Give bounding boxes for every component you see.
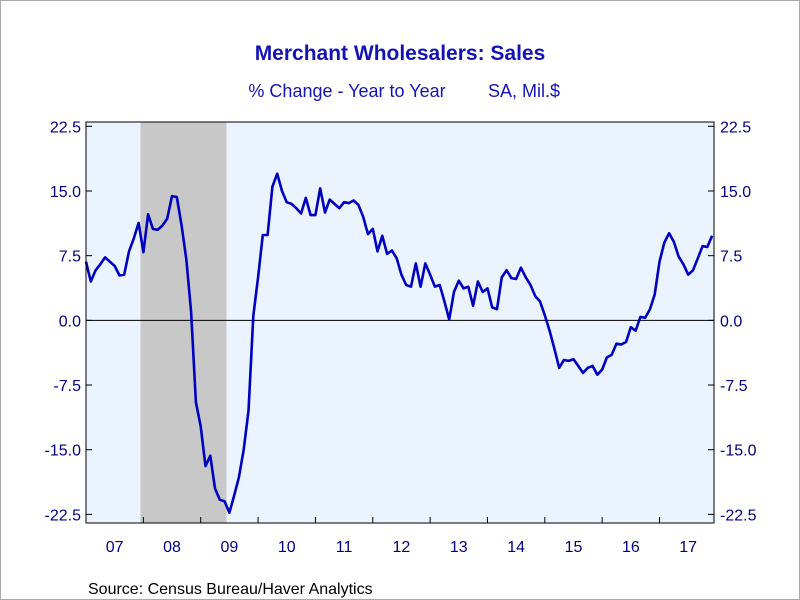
x-tick-label: 08 bbox=[163, 539, 181, 556]
x-tick-label: 17 bbox=[679, 539, 697, 556]
y-tick-label-right: 7.5 bbox=[720, 249, 742, 266]
y-tick-label-right: -22.5 bbox=[720, 507, 757, 524]
source-note: Source: Census Bureau/Haver Analytics bbox=[88, 581, 373, 598]
x-tick-label: 07 bbox=[106, 539, 124, 556]
y-tick-label-left: 22.5 bbox=[50, 119, 81, 136]
y-tick-label-right: -15.0 bbox=[720, 443, 757, 460]
y-tick-label-right: 22.5 bbox=[720, 119, 751, 136]
y-tick-label-right: 0.0 bbox=[720, 313, 742, 330]
y-tick-label-left: -22.5 bbox=[45, 507, 82, 524]
recession-band bbox=[140, 122, 227, 523]
x-tick-label: 12 bbox=[393, 539, 411, 556]
y-tick-label-left: 7.5 bbox=[59, 249, 81, 266]
y-tick-label-right: 15.0 bbox=[720, 184, 751, 201]
plot-area: 22.5 22.5 15.0 15.0 7.5 7.5 0.0 0.0 -7.5 -7.5 -15.… bbox=[45, 119, 757, 556]
y-tick-label-left: 0.0 bbox=[59, 313, 81, 330]
series-line bbox=[84, 172, 714, 515]
y-tick-label-left: -15.0 bbox=[45, 443, 82, 460]
x-tick-label: 16 bbox=[622, 539, 640, 556]
plot-border bbox=[85, 121, 715, 524]
x-tick-label: 11 bbox=[336, 539, 353, 556]
x-tick-label: 13 bbox=[450, 539, 468, 556]
chart-subtitle-right: SA, Mil.$ bbox=[488, 81, 560, 101]
x-tick-label: 09 bbox=[220, 539, 238, 556]
y-tick-label-left: 15.0 bbox=[50, 184, 81, 201]
y-tick-label-left: -7.5 bbox=[53, 378, 81, 395]
chart-subtitle-left: % Change - Year to Year bbox=[248, 81, 445, 101]
x-tick-label: 15 bbox=[565, 539, 583, 556]
x-tick-label: 10 bbox=[278, 539, 296, 556]
chart-title: Merchant Wholesalers: Sales bbox=[255, 42, 546, 65]
y-tick-label-right: -7.5 bbox=[720, 378, 748, 395]
x-tick-label: 14 bbox=[507, 539, 525, 556]
